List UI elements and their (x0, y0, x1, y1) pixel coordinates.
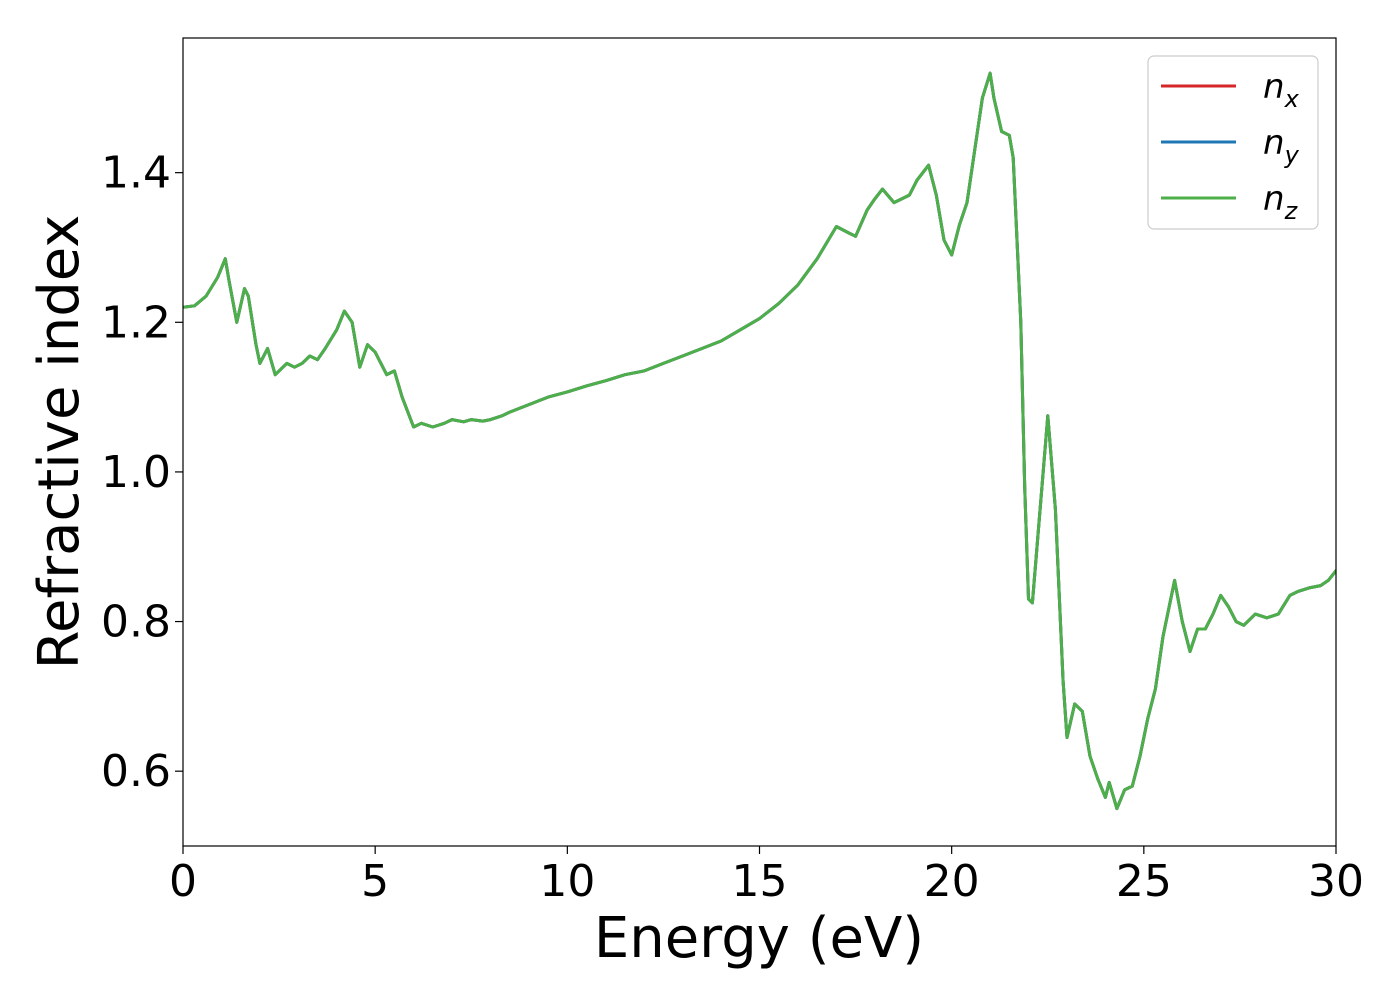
x-tick-label: 5 (361, 856, 389, 907)
legend-label-n-x: nx (1263, 67, 1300, 113)
y-axis-label: Refractive index (27, 215, 92, 670)
series-layer (183, 71, 1336, 811)
plot-area (183, 71, 1336, 811)
y-axis: 0.6 0.8 1.0 1.2 1.4 (101, 148, 183, 797)
x-tick-label: 30 (1308, 856, 1364, 907)
y-tick-label: 0.6 (101, 746, 171, 797)
y-tick-label: 0.8 (101, 597, 171, 648)
y-tick-label: 1.0 (101, 447, 171, 498)
x-tick-label: 20 (924, 856, 980, 907)
x-axis: 0 5 10 15 20 25 30 (169, 846, 1364, 907)
legend: nx ny nz (1147, 55, 1319, 230)
x-tick-label: 15 (732, 856, 788, 907)
x-axis-label: Energy (eV) (594, 906, 924, 971)
x-tick-label: 10 (539, 856, 595, 907)
series-line-n-z (183, 71, 1336, 811)
x-tick-label: 25 (1116, 856, 1172, 907)
legend-label-n-z: nz (1263, 179, 1299, 225)
legend-label-n-y: ny (1263, 123, 1300, 169)
x-tick-label: 0 (169, 856, 197, 907)
y-tick-label: 1.2 (101, 297, 171, 348)
y-tick-label: 1.4 (101, 148, 171, 199)
